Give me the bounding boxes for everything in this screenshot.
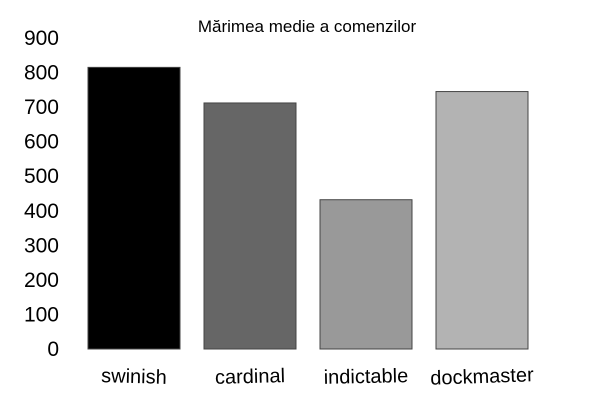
y-tick-label: 800 [24,62,59,85]
bar-indictable [319,199,413,350]
bars [87,66,529,350]
y-tick-label: 500 [24,165,59,188]
x-tick-label: cardinal [215,365,286,389]
x-tick-label: indictable [324,365,409,389]
bar-dockmaster [435,91,529,350]
y-tick-label: 900 [24,27,59,50]
x-tick-label: swinish [101,365,167,389]
y-tick-label: 400 [24,200,59,223]
y-tick-label: 300 [24,234,59,257]
bar-cardinal [203,102,297,350]
y-tick-label: 700 [24,96,59,119]
x-tick-label: dockmaster [430,364,534,390]
y-axis-ticks: 0 100 200 300 400 500 600 700 800 900 [24,27,59,361]
x-axis-labels: swinish cardinal indictable dockmaster [101,364,534,390]
y-tick-label: 200 [24,269,59,292]
bar-swinish [87,66,181,350]
y-tick-label: 0 [47,338,59,361]
chart-title: Mărimea medie a comenzilor [198,17,417,36]
y-tick-label: 600 [24,131,59,154]
y-tick-label: 100 [24,303,59,326]
